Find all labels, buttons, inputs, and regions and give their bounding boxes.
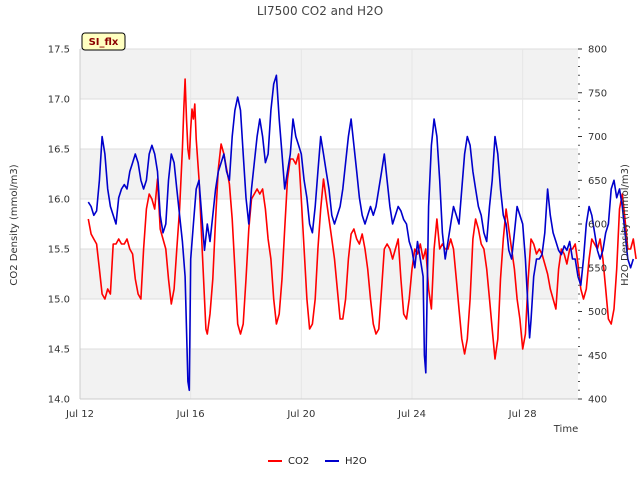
x-tick-label: Jul 24 xyxy=(397,409,426,420)
left-tick-label: 16.5 xyxy=(48,145,70,156)
site-badge: SI_flx xyxy=(81,32,126,51)
legend-co2-label: CO2 xyxy=(288,456,309,467)
right-tick-label: 800 xyxy=(588,45,607,56)
site-badge-label: SI_flx xyxy=(89,37,119,48)
right-tick-label: 450 xyxy=(588,351,607,362)
background-band xyxy=(80,249,578,299)
series-layer xyxy=(87,74,637,392)
background-band xyxy=(80,49,578,99)
left-tick-label: 15.0 xyxy=(48,295,70,306)
left-tick-label: 14.5 xyxy=(48,345,70,356)
legend-h2o-label: H2O xyxy=(345,456,367,467)
left-axis-ticks: 14.0 14.5 15.0 15.5 16.0 16.5 17.0 17.5 xyxy=(48,45,70,406)
background-band xyxy=(80,299,578,349)
x-tick-label: Jul 16 xyxy=(176,409,205,420)
x-tick-label: Jul 20 xyxy=(286,409,315,420)
x-axis-title: Time xyxy=(553,424,578,435)
right-axis-ticks: 400 450 500 550 600 650 700 750 800 xyxy=(578,45,607,406)
chart-title: LI7500 CO2 and H2O xyxy=(257,4,383,18)
right-tick-label: 650 xyxy=(588,176,607,187)
background-band xyxy=(80,349,578,399)
right-tick-label: 750 xyxy=(588,88,607,99)
right-tick-label: 600 xyxy=(588,220,607,231)
axes xyxy=(79,49,578,400)
x-tick-label: Jul 28 xyxy=(508,409,537,420)
x-axis-ticks: Jul 12 Jul 16 Jul 20 Jul 24 Jul 28 xyxy=(65,409,537,420)
legend: CO2 H2O xyxy=(268,456,367,467)
left-tick-label: 17.5 xyxy=(48,45,70,56)
right-tick-label: 400 xyxy=(588,395,607,406)
left-tick-label: 17.0 xyxy=(48,95,70,106)
left-tick-label: 16.0 xyxy=(48,195,70,206)
left-tick-label: 14.0 xyxy=(48,395,70,406)
site-badge-box xyxy=(81,32,126,51)
series-line-h2o xyxy=(87,74,635,392)
x-tick-label: Jul 12 xyxy=(65,409,94,420)
right-axis-title: H2O Density (mmol/m3) xyxy=(620,164,631,286)
right-tick-label: 500 xyxy=(588,307,607,318)
left-tick-label: 15.5 xyxy=(48,245,70,256)
background-band xyxy=(80,99,578,149)
right-tick-label: 700 xyxy=(588,132,607,143)
left-axis-title: CO2 Density (mmol/m3) xyxy=(9,164,20,285)
right-tick-label: 550 xyxy=(588,263,607,274)
